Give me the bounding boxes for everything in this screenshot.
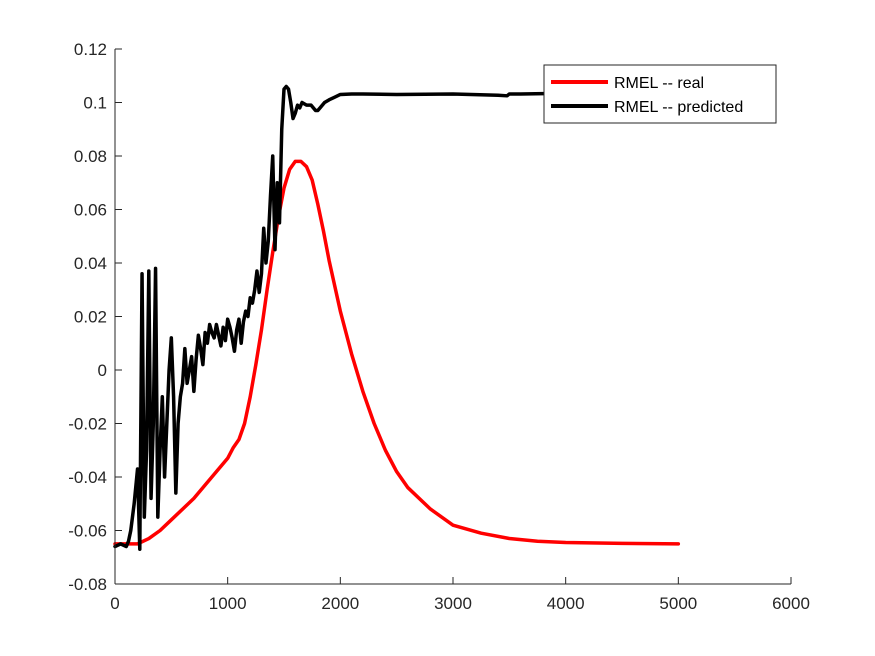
y-tick-label: 0.1 [83,94,107,113]
legend-label-real: RMEL -- real [614,75,704,92]
y-tick-label: 0 [98,361,107,380]
x-tick-label: 3000 [434,594,472,613]
y-tick-label: -0.08 [68,575,107,594]
y-tick-label: 0.02 [74,308,107,327]
x-tick-label: 5000 [659,594,697,613]
y-tick-label: -0.04 [68,468,107,487]
x-tick-label: 6000 [772,594,810,613]
x-tick-label: 2000 [321,594,359,613]
x-tick-label: 0 [110,594,119,613]
series-line-predicted [113,84,624,551]
y-tick-label: -0.06 [68,522,107,541]
plot-area [115,49,791,584]
legend-box [543,64,777,124]
series-layer [113,84,681,551]
legend-label-predicted: RMEL -- predicted [614,99,743,116]
y-tick-label: 0.06 [74,201,107,220]
series-line-real [113,159,681,546]
x-tick-label: 1000 [209,594,247,613]
legend: RMEL -- real RMEL -- predicted [543,64,777,124]
y-tick-label: -0.02 [68,415,107,434]
y-tick-label: 0.04 [74,254,107,273]
axes-layer: 0 1000 2000 3000 4000 5000 6000 -0.08 -0.06 -0.04… [68,40,810,613]
y-tick-label: 0.12 [74,40,107,59]
y-tick-label: 0.08 [74,147,107,166]
x-tick-label: 4000 [547,594,585,613]
